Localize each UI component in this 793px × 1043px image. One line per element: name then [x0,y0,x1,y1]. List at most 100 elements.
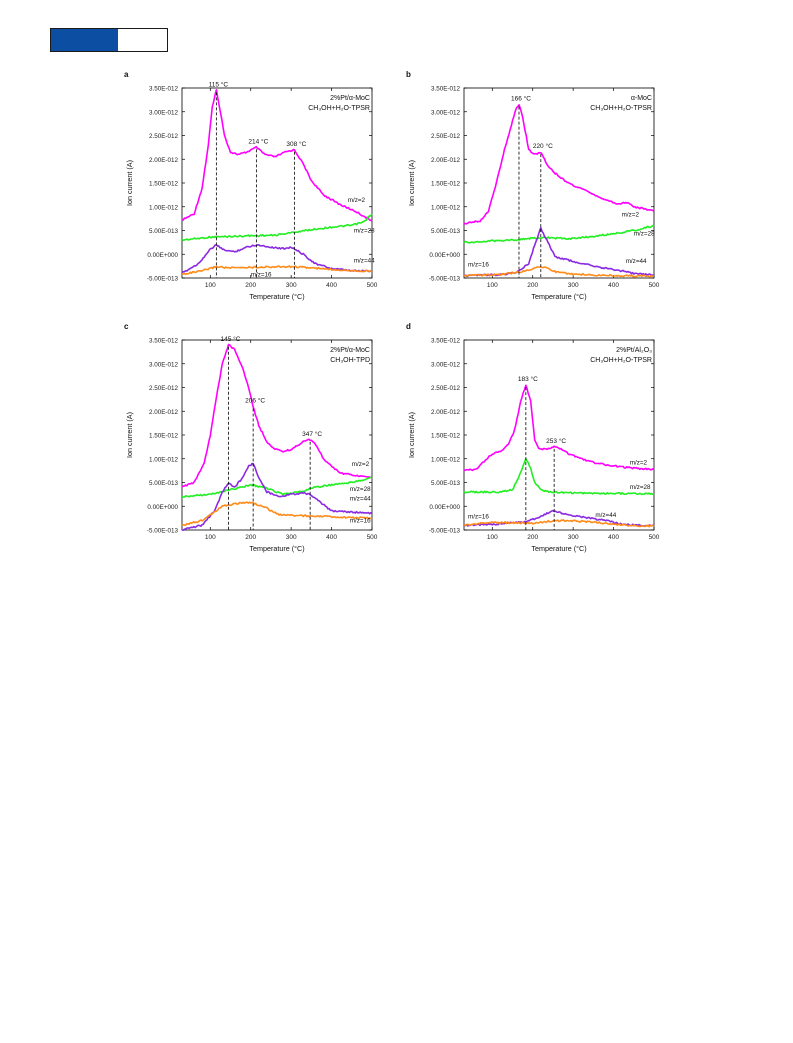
x-axis-label: Temperature (°C) [249,292,304,301]
peak-label: 253 °C [546,437,566,445]
x-tick-label: 100 [205,534,216,541]
series-label: m/z=2 [348,197,366,204]
x-tick-label: 300 [286,534,297,541]
series-label: m/z=2 [622,211,640,218]
header-logo-bar [50,28,168,52]
series-label: m/z=44 [354,257,375,264]
y-tick-label: 0.00E+000 [429,252,460,259]
peak-label: 308 °C [286,140,306,148]
y-tick-label: 2.00E-012 [149,157,179,164]
x-axis-label: Temperature (°C) [531,292,586,301]
x-tick-label: 500 [649,282,660,289]
x-tick-label: 500 [649,534,660,541]
series-line-m-z-28 [463,224,655,244]
y-tick-label: -5.00E-013 [429,276,461,283]
x-tick-label: 200 [527,534,538,541]
y-tick-label: 2.00E-012 [431,157,461,164]
series-label: m/z=16 [468,262,489,269]
chart-b-svg: -5.00E-013 0.00E+000 5.00E-013 1.00E-012 1.5… [407,86,660,302]
series-line-m-z-44 [463,509,655,527]
y-tick-label: 1.50E-012 [149,181,179,188]
chart-panel-a: a -5.00E-013 0.00E+000 5.00E-013 1.00E-012 1… [120,70,385,315]
y-axis-label: Ion current (A) [407,412,416,458]
y-tick-label: 1.50E-012 [431,181,461,188]
panel-title-line: CH₃OH+H₂O-TPSR [590,357,652,364]
y-tick-label: 3.00E-012 [149,109,179,116]
panel-title-line: CH₃OH+H₂O-TPSR [590,105,652,112]
series-label: m/z=16 [350,517,371,524]
y-tick-label: 5.00E-013 [431,228,461,235]
y-tick-label: 1.00E-012 [431,456,461,463]
y-tick-label: 2.50E-012 [431,385,461,392]
series-line-m-z-44 [181,244,373,274]
y-tick-label: 1.50E-012 [149,433,179,440]
peak-label: 166 °C [511,95,531,103]
y-tick-label: -5.00E-013 [147,528,179,535]
panel-title-line: CH₃OH-TPD [330,357,370,364]
series-label: m/z=44 [626,258,647,265]
series-label: m/z=44 [350,496,371,503]
series-line-m-z-16 [181,501,373,526]
y-tick-label: 3.50E-012 [149,86,179,93]
y-tick-label: 2.00E-012 [431,409,461,416]
y-tick-label: 3.50E-012 [431,338,461,345]
panel-title-line: 2%Pt/α-MoC [330,95,370,102]
x-tick-label: 200 [245,282,256,289]
plot-frame [463,87,655,279]
y-tick-label: 3.00E-012 [431,361,461,368]
chart-c-svg: -5.00E-013 0.00E+000 5.00E-013 1.00E-012 1.5… [125,335,378,553]
plot-frame [463,339,655,531]
panel-letter-a: a [124,70,129,79]
series-label: m/z=28 [634,231,655,238]
series-line-m-z-16 [463,519,655,528]
peak-label: 220 °C [533,142,553,150]
y-tick-label: 5.00E-013 [149,480,179,487]
panel-title-line: 2%Pt/Al₂O₃ [616,347,652,354]
x-tick-label: 100 [487,282,498,289]
series-label: m/z=44 [595,512,616,519]
series-label: m/z=2 [630,459,648,466]
peak-label: 183 °C [518,375,538,383]
panel-letter-b: b [406,70,411,79]
series-label: m/z=28 [630,484,651,491]
series-label: m/z=28 [354,227,375,234]
x-tick-label: 200 [527,282,538,289]
chart-panel-c: c -5.00E-013 0.00E+000 5.00E-013 1.00E-012 1… [120,322,385,567]
y-tick-label: 3.50E-012 [431,86,461,93]
panel-letter-d: d [406,322,411,331]
peak-label: 214 °C [248,137,268,145]
y-axis-label: Ion current (A) [125,412,134,458]
y-tick-label: 0.00E+000 [147,504,178,511]
x-tick-label: 400 [326,282,337,289]
y-tick-label: 3.50E-012 [149,338,179,345]
y-tick-label: 2.00E-012 [149,409,179,416]
y-tick-label: 1.50E-012 [431,433,461,440]
header-logo-fill [51,29,118,51]
y-tick-label: 1.00E-012 [149,204,179,211]
panel-title-line: α-MoC [631,95,652,102]
peak-label: 145 °C [221,335,241,343]
y-tick-label: 0.00E+000 [147,252,178,259]
series-line-m-z-2 [463,104,655,225]
x-tick-label: 300 [568,282,579,289]
x-tick-label: 100 [205,282,216,289]
y-tick-label: 2.50E-012 [149,385,179,392]
y-tick-label: 1.00E-012 [149,456,179,463]
x-axis-label: Temperature (°C) [531,544,586,553]
panel-title-line: 2%Pt/α-MoC [330,347,370,354]
x-tick-label: 400 [326,534,337,541]
y-tick-label: 2.50E-012 [431,133,461,140]
x-tick-label: 300 [286,282,297,289]
series-label: m/z=16 [468,514,489,521]
series-line-m-z-28 [181,213,373,242]
chart-d-svg: -5.00E-013 0.00E+000 5.00E-013 1.00E-012 1.5… [407,338,660,554]
peak-label: 347 °C [302,430,322,438]
series-line-m-z-44 [463,226,655,278]
y-tick-label: 5.00E-013 [149,228,179,235]
y-tick-label: 0.00E+000 [429,504,460,511]
chart-a-svg: -5.00E-013 0.00E+000 5.00E-013 1.00E-012 1.5… [125,80,378,301]
y-tick-label: -5.00E-013 [429,528,461,535]
series-line-m-z-2 [181,343,373,488]
x-axis-label: Temperature (°C) [249,544,304,553]
y-tick-label: 3.00E-012 [431,109,461,116]
